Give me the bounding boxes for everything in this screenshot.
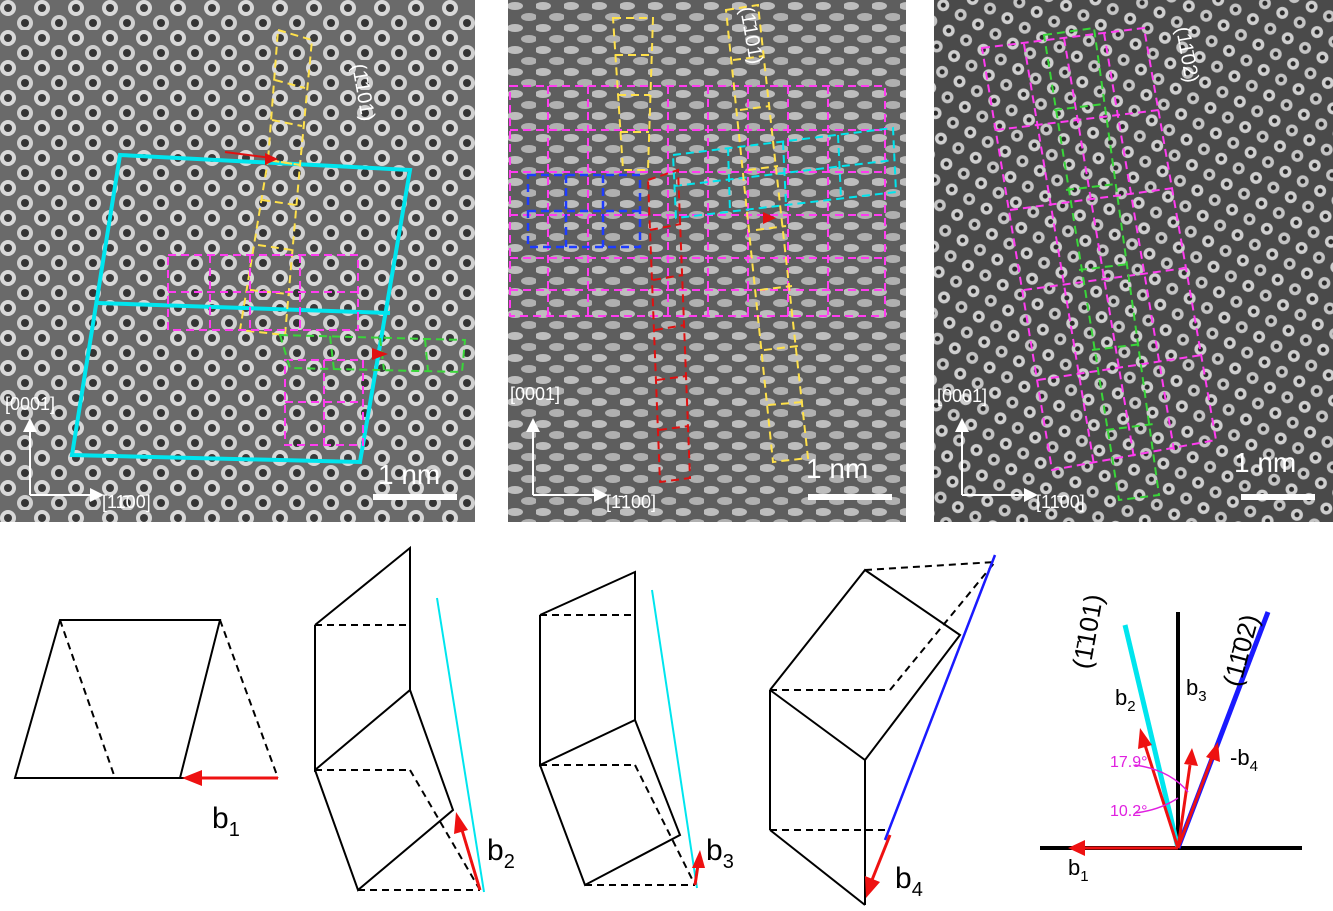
angle-label-2: 10.2° xyxy=(1110,803,1148,820)
label-b2: b2 xyxy=(487,834,515,873)
arrow-b2 xyxy=(460,829,482,891)
arrowhead-b2 xyxy=(454,812,468,834)
cyan-plane-line xyxy=(1122,624,1181,849)
axis-horizontal-label-b: [1̄100] xyxy=(606,492,656,512)
vector-minus-b4-head xyxy=(1206,742,1220,762)
angle-arc-1 xyxy=(1134,764,1189,793)
lattice-image-a xyxy=(0,0,475,522)
cyan-plane-b2 xyxy=(436,597,485,893)
plane-label-left: (1̄101) xyxy=(1066,592,1109,671)
cyan-plane-b3 xyxy=(651,589,698,889)
axis-indicator-c: [0001] [11̄00] xyxy=(937,386,1085,512)
schematic-b3 xyxy=(539,570,696,887)
scale-bar-c xyxy=(1241,494,1315,500)
vector-b2-head xyxy=(1138,728,1152,749)
vector-b2 xyxy=(1143,744,1180,849)
arrowhead-b1 xyxy=(182,770,202,786)
yellow-dashed-column-b xyxy=(611,3,810,464)
vector-diagram: 17.9° 10.2° b2 b3 -b4 b1 (1̄101) (11̄02) xyxy=(1040,592,1302,885)
red-dashed-column-b xyxy=(646,168,692,484)
micrograph-panel-b: (1̄101) [0001] [1̄100] 1 nm xyxy=(508,0,906,522)
arrow-b4 xyxy=(870,834,892,881)
magenta-dashed-grid-c xyxy=(980,26,1218,472)
vector-b3-head xyxy=(1184,748,1198,766)
blue-dashed-grid-b xyxy=(526,173,642,249)
vector-b1-head xyxy=(1068,840,1085,856)
micrograph-b-svg: (1̄101) [0001] [1̄100] 1 nm xyxy=(508,0,906,522)
micrograph-panel-c: (11̄02) [0001] [11̄00] 1 nm xyxy=(934,0,1333,522)
schematic-b4 xyxy=(769,561,996,906)
red-arrowhead-a1 xyxy=(265,153,278,165)
label-b4: b4 xyxy=(895,862,923,901)
axis-vertical-label-c: [0001] xyxy=(937,386,987,406)
axis-vertical-label-b: [0001] xyxy=(510,384,560,404)
schematic-b1 xyxy=(13,619,279,779)
plane-label-right: (11̄02) xyxy=(1217,611,1265,690)
axis-horizontal-label-c: [11̄00] xyxy=(1036,492,1085,512)
red-burgers-vector-a1 xyxy=(224,151,273,159)
cyan-dashed-grid-b xyxy=(671,126,898,220)
axis-indicator-a: [0001] [11̄00] xyxy=(5,394,151,512)
angle-arc-2 xyxy=(1134,797,1179,814)
vector-b3-label: b3 xyxy=(1186,675,1207,705)
vector-b2-label: b2 xyxy=(1115,685,1136,715)
scale-bar-a xyxy=(373,494,457,500)
arrow-b3 xyxy=(693,864,700,886)
lattice-image-c xyxy=(934,0,1333,522)
vector-b1-label: b1 xyxy=(1068,855,1089,885)
micrograph-panel-a: (1̄101) [0001] [11̄00] 1 nm xyxy=(0,0,475,522)
red-arrowhead-b xyxy=(763,212,776,224)
magenta-dashed-grid-a xyxy=(167,254,364,446)
scale-label-b: 1 nm xyxy=(806,453,868,484)
angle-label-1: 17.9° xyxy=(1110,754,1148,771)
vector-b3 xyxy=(1176,764,1192,849)
red-arrowhead-a2 xyxy=(372,348,388,360)
schematic-diagrams: b1 b2 b3 b4 xyxy=(13,545,1302,906)
cyan-burgers-circuit xyxy=(69,152,413,465)
vector-minus-b4 xyxy=(1176,757,1214,849)
axis-indicator-b: [0001] [1̄100] xyxy=(510,384,656,512)
label-b1: b1 xyxy=(212,802,240,841)
blue-plane-b4 xyxy=(883,554,997,841)
micrograph-a-svg: (1̄101) [0001] [11̄00] 1 nm xyxy=(0,0,475,522)
axis-vertical-label-a: [0001] xyxy=(5,394,55,414)
green-dashed-grid-c xyxy=(1042,26,1161,502)
schematic-b2 xyxy=(314,545,481,892)
cyan-midline xyxy=(97,301,391,315)
arrowhead-b4 xyxy=(865,876,880,898)
label-b3: b3 xyxy=(706,834,734,873)
scale-label-c: 1 nm xyxy=(1234,447,1296,478)
vector-minus-b4-label: -b4 xyxy=(1230,745,1258,775)
scale-bar-b xyxy=(808,494,892,500)
scale-label-a: 1 nm xyxy=(378,459,440,490)
axis-horizontal-label-a: [11̄00] xyxy=(102,492,151,512)
micrograph-c-svg: (11̄02) [0001] [11̄00] 1 nm xyxy=(934,0,1333,522)
arrowhead-b3 xyxy=(692,850,705,868)
